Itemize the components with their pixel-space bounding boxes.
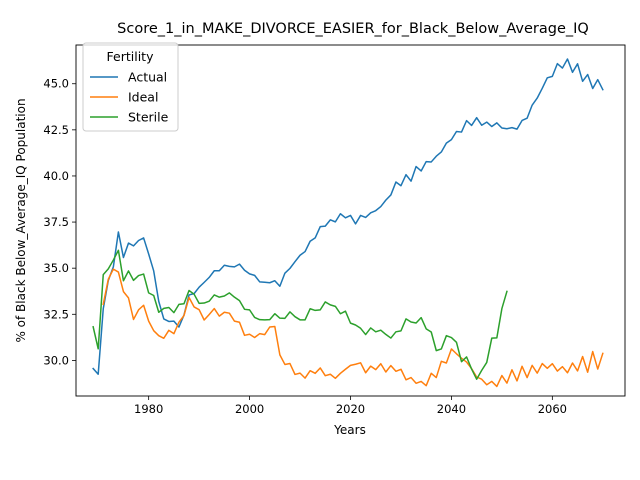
- y-tick-label: 42.5: [43, 123, 69, 137]
- x-tick-label: 1980: [134, 402, 163, 416]
- legend-title: Fertility: [107, 49, 155, 64]
- series-line-sterile: [92, 249, 508, 380]
- x-tick-label: 2020: [336, 402, 365, 416]
- y-axis: 30.0 32.5 35.0 37.5 40.0 42.5 45.0: [43, 77, 76, 367]
- x-tick-label: 2040: [437, 402, 466, 416]
- chart-title: Score_1_in_MAKE_DIVORCE_EASIER_for_Black…: [117, 21, 589, 37]
- legend-label-sterile: Sterile: [128, 110, 169, 125]
- x-axis-label: Years: [333, 423, 366, 437]
- legend-label-actual: Actual: [128, 70, 167, 85]
- y-tick-label: 32.5: [43, 307, 69, 321]
- y-tick-label: 37.5: [43, 215, 69, 229]
- x-tick-label: 2000: [235, 402, 264, 416]
- series-layer: [92, 58, 604, 388]
- y-tick-label: 30.0: [43, 353, 69, 367]
- series-line-actual: [92, 58, 604, 375]
- y-tick-label: 35.0: [43, 261, 69, 275]
- legend-label-ideal: Ideal: [128, 90, 158, 105]
- y-axis-label: % of Black Below_Average_IQ Population: [14, 98, 28, 342]
- y-tick-label: 40.0: [43, 169, 69, 183]
- x-axis: 1980 2000 2020 2040 2060: [134, 396, 567, 416]
- y-tick-label: 45.0: [43, 77, 69, 91]
- x-tick-label: 2060: [538, 402, 567, 416]
- legend: Fertility Actual Ideal Sterile: [82, 42, 179, 132]
- legend-box: [82, 42, 179, 132]
- series-line-ideal: [102, 268, 604, 388]
